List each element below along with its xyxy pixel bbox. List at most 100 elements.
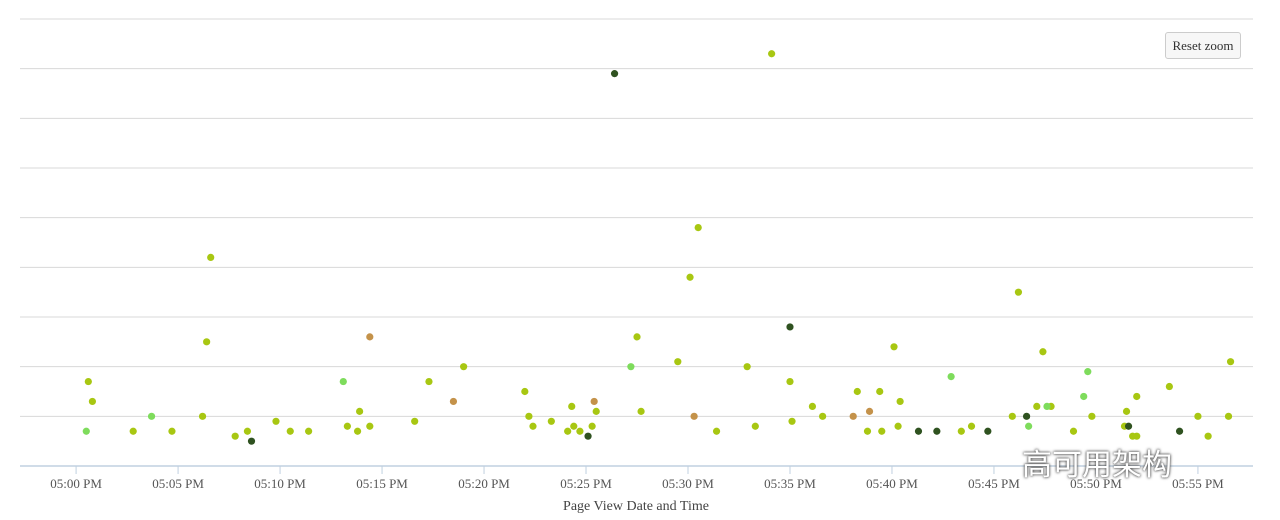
point <box>743 363 751 371</box>
point <box>425 377 433 386</box>
point <box>1133 392 1141 401</box>
point <box>547 417 555 425</box>
x-tick-label: 05:45 PM <box>968 476 1020 491</box>
point <box>957 427 965 435</box>
reset-zoom-button[interactable]: Reset zoom <box>1165 32 1241 59</box>
point <box>570 422 578 430</box>
point <box>411 417 419 425</box>
point <box>147 412 156 420</box>
x-tick-label: 05:25 PM <box>560 476 612 491</box>
point <box>584 432 592 440</box>
point <box>768 50 776 58</box>
point <box>353 427 362 435</box>
point <box>865 407 874 415</box>
point <box>568 402 576 410</box>
point <box>1084 368 1092 376</box>
point <box>203 338 211 346</box>
point <box>1033 402 1041 410</box>
point <box>633 333 641 341</box>
point <box>1224 412 1233 420</box>
point <box>876 387 884 396</box>
x-tick-label: 05:40 PM <box>866 476 918 491</box>
point <box>788 417 796 425</box>
point <box>819 412 827 420</box>
point <box>894 422 902 430</box>
point <box>863 427 872 435</box>
point <box>1069 427 1078 435</box>
point <box>231 432 239 440</box>
point <box>627 363 635 371</box>
x-tick-label: 05:15 PM <box>356 476 408 491</box>
point <box>272 417 280 425</box>
point <box>1022 412 1031 420</box>
point <box>1175 427 1184 435</box>
point <box>521 387 529 396</box>
point <box>588 422 596 430</box>
point <box>1025 422 1033 430</box>
point <box>525 412 533 420</box>
point <box>914 427 923 435</box>
x-tick-label: 05:55 PM <box>1172 476 1224 491</box>
x-tick-label: 05:00 PM <box>50 476 102 491</box>
x-axis-title: Page View Date and Time <box>563 499 709 514</box>
point <box>890 343 898 351</box>
point <box>610 70 619 78</box>
point <box>1133 432 1141 440</box>
point <box>84 377 92 386</box>
point <box>343 422 351 430</box>
point <box>168 427 176 435</box>
point <box>1204 432 1212 440</box>
point <box>449 397 458 406</box>
point <box>853 387 861 396</box>
x-tick-label: 05:50 PM <box>1070 476 1122 491</box>
point <box>590 397 598 406</box>
point <box>356 407 364 415</box>
point <box>1124 422 1133 430</box>
watermark: 高可用架构 <box>1022 448 1172 483</box>
point <box>129 427 137 435</box>
point <box>529 422 537 430</box>
point <box>674 358 682 366</box>
point <box>694 224 702 232</box>
point <box>967 422 976 430</box>
point <box>984 427 992 435</box>
point <box>366 333 374 341</box>
point <box>564 427 572 435</box>
point <box>82 427 90 435</box>
point <box>1080 392 1088 401</box>
point <box>849 412 857 420</box>
point <box>808 402 817 410</box>
point <box>947 373 955 381</box>
point <box>1194 412 1202 420</box>
point <box>1014 288 1023 296</box>
x-tick-label: 05:05 PM <box>152 476 204 491</box>
point <box>686 273 694 281</box>
point <box>88 397 97 406</box>
point <box>933 427 941 435</box>
point <box>637 407 645 415</box>
x-tick-label: 05:20 PM <box>458 476 510 491</box>
point <box>896 397 904 406</box>
x-tick-label: 05:30 PM <box>662 476 714 491</box>
point <box>878 427 886 435</box>
point <box>366 422 374 430</box>
point <box>1039 348 1047 356</box>
point <box>712 427 721 435</box>
point <box>243 427 252 435</box>
point <box>207 253 215 261</box>
point <box>1043 402 1051 410</box>
point <box>1226 358 1235 366</box>
point <box>690 412 698 420</box>
point <box>1088 412 1096 420</box>
point <box>1008 412 1016 420</box>
point <box>786 377 794 386</box>
point <box>305 427 313 435</box>
point <box>576 427 584 435</box>
point <box>286 427 294 435</box>
point <box>786 323 794 331</box>
point <box>247 437 256 445</box>
point <box>198 412 207 420</box>
point <box>592 407 600 415</box>
x-tick-label: 05:35 PM <box>764 476 816 491</box>
